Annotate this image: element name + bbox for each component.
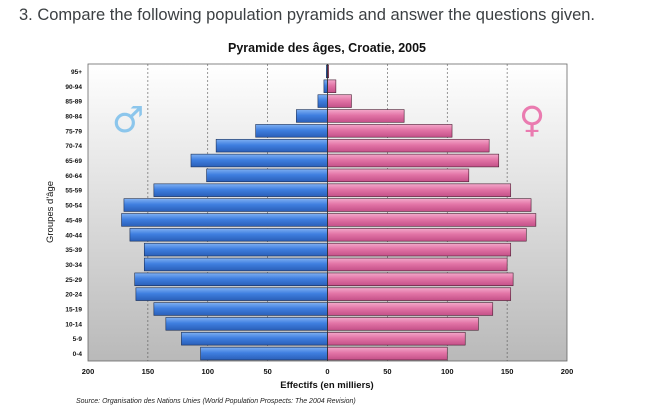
female-bar [327,183,512,197]
x-tick-label: 150 [501,367,514,376]
male-bar [143,257,328,272]
female-bar [327,79,337,93]
age-group-label: 20-24 [65,292,82,299]
female-bar [327,109,405,123]
y-axis-label: Groupes d'âge [45,181,56,243]
male-bar [143,242,328,257]
male-bar [323,79,328,93]
age-group-label: 15-19 [65,307,82,314]
male-bar [206,168,328,183]
x-tick-label: 0 [325,367,329,376]
age-group-label: 45-49 [65,217,82,224]
female-bar [327,287,512,301]
x-tick-label: 50 [263,367,271,376]
chart-title: Pyramide des âges, Croatie, 2005 [228,41,426,55]
male-bar [121,213,328,227]
age-group-label: 80-84 [65,113,82,120]
age-group-label: 90-94 [65,84,82,91]
female-bar [327,332,466,346]
age-group-label: 25-29 [65,277,82,284]
female-symbol-icon: ♀ [519,100,545,141]
female-bar [327,346,448,361]
x-tick-labels: 200 150 100 50 0 50 100 150 200 [82,367,574,376]
female-bar [327,198,532,212]
female-bar [327,302,494,316]
x-tick-label: 200 [82,367,95,376]
question-text: 3. Compare the following population pyra… [19,6,596,24]
age-group-label: 35-39 [65,247,82,254]
female-bar [327,94,352,108]
female-bar [327,153,500,168]
female-bar [327,168,470,183]
x-tick-label: 150 [142,367,155,376]
age-group-label: 65-69 [65,158,82,165]
age-group-labels: 0-4 5-9 10-14 15-19 20-24 25-29 30-34 35-39 40-4… [65,69,82,358]
male-bar [181,332,328,346]
female-bar [327,257,508,272]
male-bar [153,183,328,197]
male-bar [135,287,328,301]
x-tick-label: 50 [383,367,391,376]
male-bar [215,138,328,153]
age-group-label: 70-74 [65,143,82,150]
male-bar [165,317,328,331]
x-tick-label: 100 [201,367,214,376]
age-group-label: 75-79 [65,128,82,135]
x-axis-label: Effectifs (en milliers) [280,380,373,391]
age-group-label: 95+ [71,69,82,76]
female-bar [327,213,537,227]
male-bar [255,124,328,138]
x-tick-label: 100 [441,367,454,376]
female-bar [327,242,512,257]
male-bar [190,153,328,168]
age-group-label: 85-89 [65,99,82,106]
source-note: Source: Organisation des Nations Unies (… [76,398,356,405]
male-bar [153,302,328,316]
x-tick-label: 200 [561,367,574,376]
female-bar [327,124,453,138]
male-bar [200,346,328,361]
female-bar [327,317,479,331]
female-bar [327,138,490,153]
male-symbol-icon: ♂ [112,100,144,141]
age-group-label: 50-54 [65,203,82,210]
male-bar [123,198,328,212]
age-group-label: 5-9 [73,336,83,343]
male-bar [134,272,328,287]
age-group-label: 30-34 [65,262,82,269]
male-bar [317,94,328,108]
age-group-label: 55-59 [65,188,82,195]
bars [121,64,537,361]
age-group-label: 60-64 [65,173,82,180]
male-bar [296,109,328,123]
male-bar [129,228,328,242]
age-group-label: 40-44 [65,232,82,239]
female-bar [327,272,514,287]
female-bar [327,228,527,242]
age-group-label: 10-14 [65,321,82,328]
age-group-label: 0-4 [73,351,83,358]
